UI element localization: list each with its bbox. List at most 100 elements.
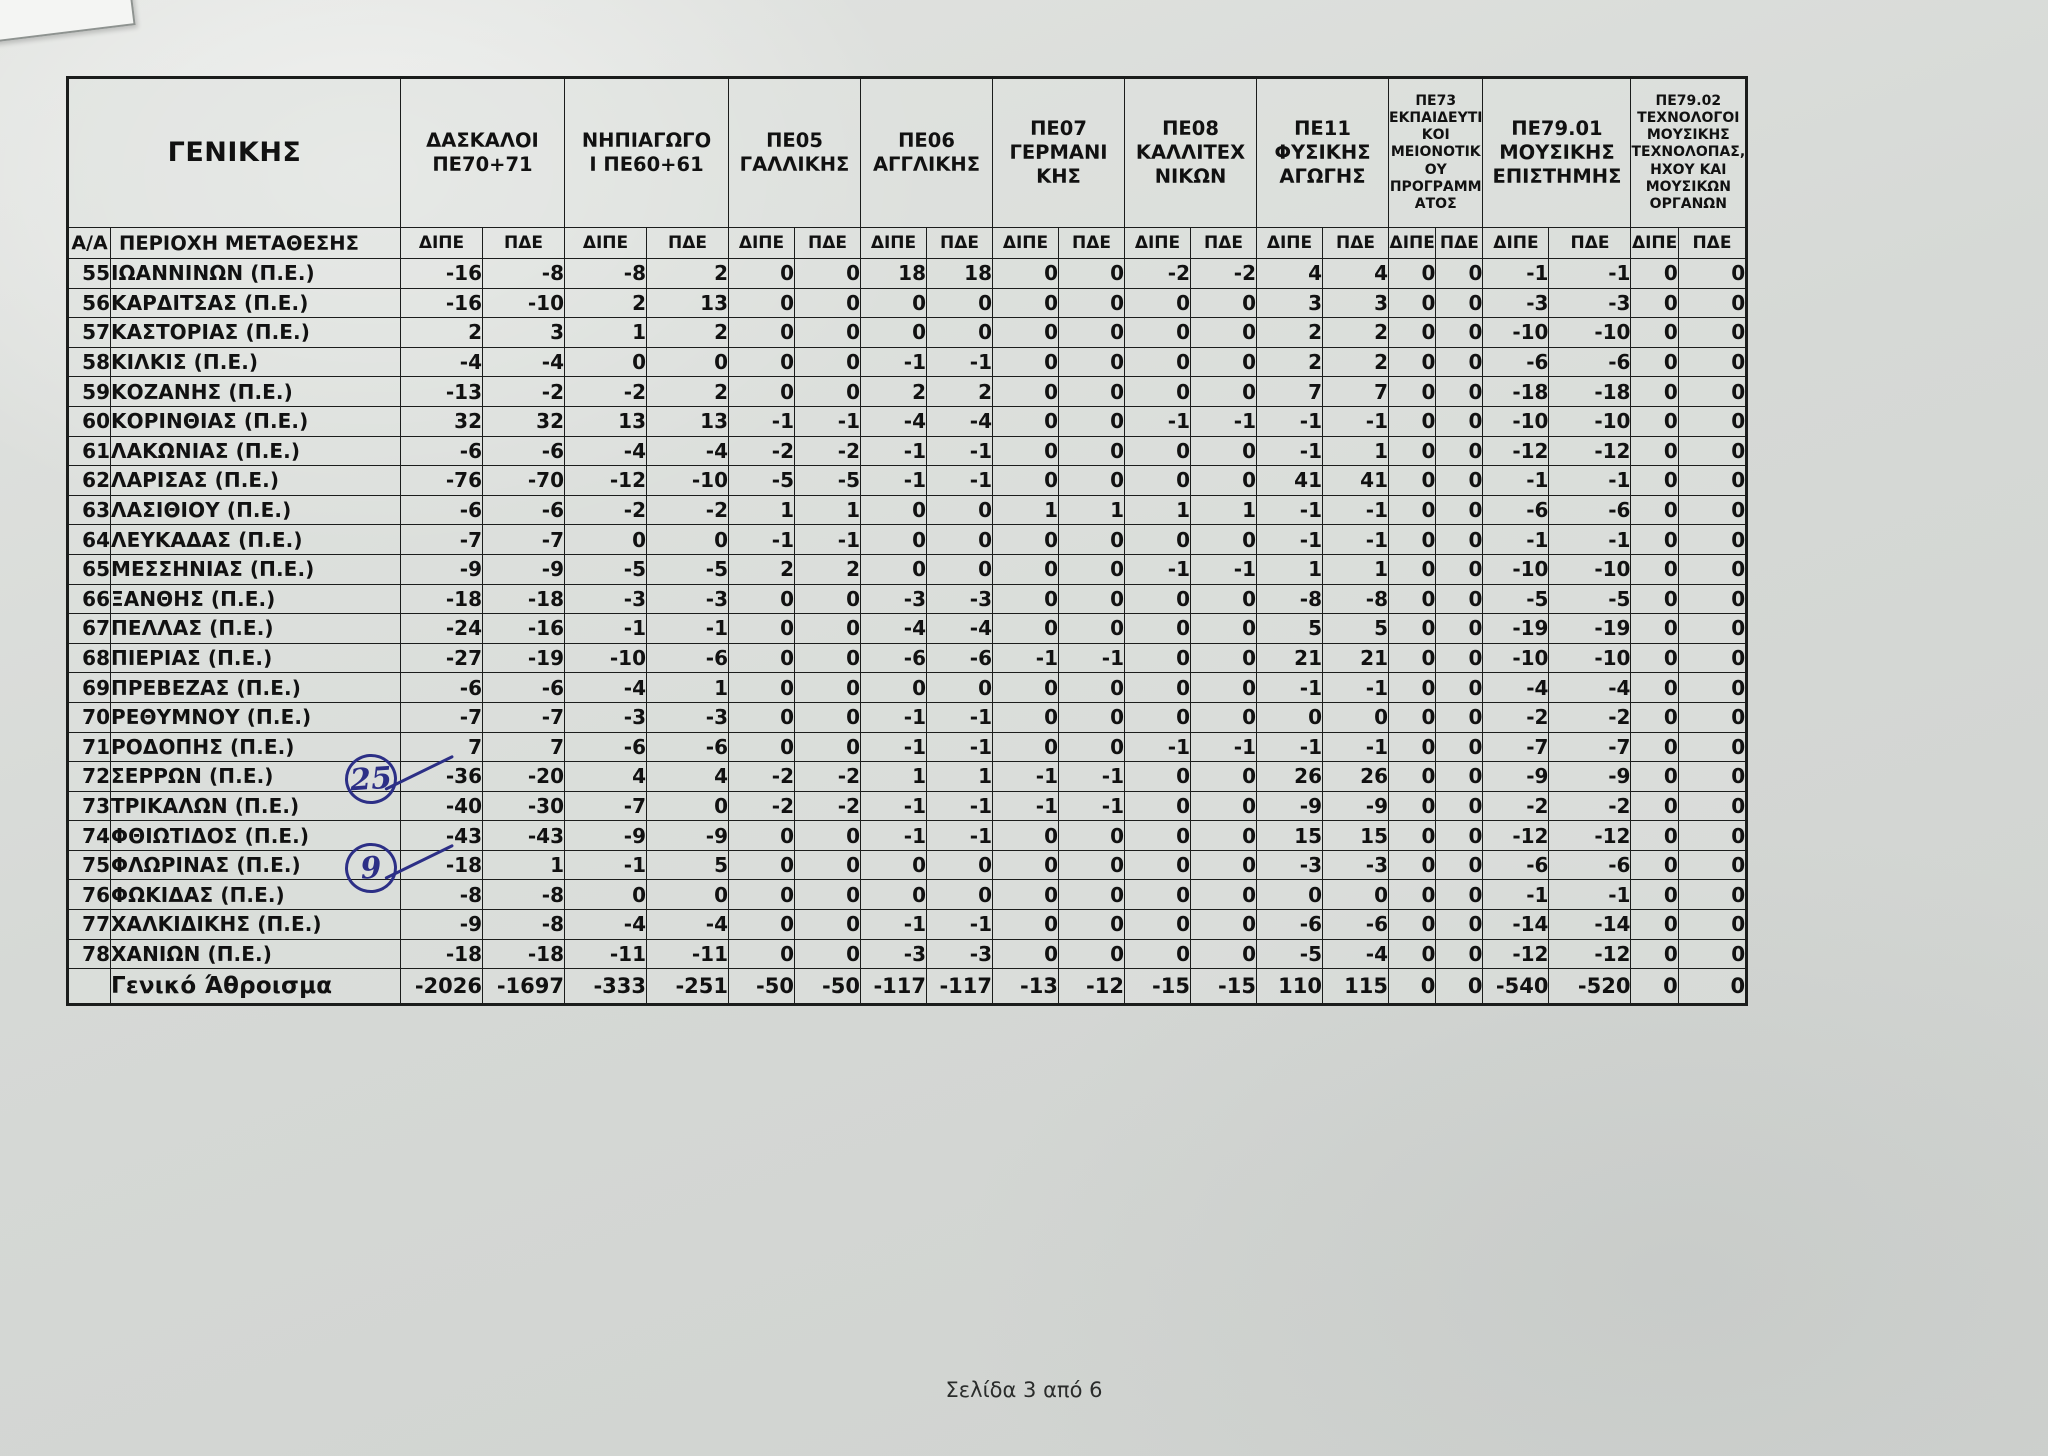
cell-r7-c17: -1: [1548, 465, 1632, 496]
subheader-dipe-2: ΔΙΠΕ: [728, 227, 795, 259]
cell-r22-c16: -14: [1482, 909, 1550, 940]
total-cell-c3: -251: [646, 968, 729, 1005]
cell-r13-c7: -6: [926, 642, 993, 674]
cell-r21-c13: 0: [1322, 879, 1389, 911]
cell-r8-c5: 1: [794, 494, 861, 526]
header-group-pe73: ΠΕ73 ΕΚΠΑΙΔΕΥΤΙ ΚΟΙ ΜΕΙΟΝΟΤΙΚ ΟΥ ΠΡΟΓΡΑΜ…: [1387, 78, 1484, 228]
cell-r16-c1: 7: [482, 731, 565, 763]
cell-r1-c18: 0: [1630, 287, 1679, 319]
table-row: 70 ΡΕΘΥΜΝΟΥ (Π.Ε.) -7 -7 -3 -3 0 0 -1 -1 0 0 0 0 0 0 0 0-…: [68, 701, 1747, 733]
row-index: 75: [68, 849, 111, 881]
cell-r19-c15: 0: [1435, 820, 1484, 851]
cell-r4-c6: 2: [860, 376, 927, 407]
cell-r0-c17: -1: [1548, 258, 1632, 289]
cell-r9-c4: -1: [728, 524, 795, 555]
subheader-pde-7: ΠΔΕ: [1435, 227, 1484, 259]
cell-r4-c16: -18: [1482, 376, 1550, 407]
cell-r16-c3: -6: [646, 731, 729, 763]
cell-r16-c13: -1: [1322, 731, 1389, 763]
cell-r2-c5: 0: [794, 317, 861, 348]
cell-r4-c13: 7: [1322, 376, 1389, 407]
cell-r19-c6: -1: [860, 820, 927, 851]
cell-r10-c12: 1: [1256, 553, 1323, 585]
cell-r17-c3: 4: [646, 761, 729, 792]
cell-r6-c6: -1: [860, 435, 927, 467]
cell-r13-c13: 21: [1322, 642, 1389, 674]
cell-r18-c19: 0: [1677, 790, 1747, 822]
cell-r6-c15: 0: [1435, 435, 1484, 467]
cell-r9-c9: 0: [1058, 524, 1125, 555]
row-index: 74: [68, 820, 111, 851]
cell-r13-c5: 0: [794, 642, 861, 674]
cell-r3-c9: 0: [1058, 346, 1125, 378]
cell-r10-c11: -1: [1190, 553, 1257, 585]
cell-r14-c16: -4: [1482, 672, 1550, 703]
cell-r14-c3: 1: [646, 672, 729, 703]
row-index: 70: [68, 701, 111, 733]
cell-r4-c18: 0: [1630, 376, 1679, 407]
cell-r12-c12: 5: [1256, 613, 1323, 644]
table-header-groups: ΓΕΝΙΚΗΣ ΔΑΣΚΑΛΟΙ ΠΕ70+71 ΝΗΠΙΑΓΩΓΟ Ι ΠΕ6…: [68, 78, 1747, 228]
row-region-name: ΚΑΣΤΟΡΙΑΣ (Π.Ε.): [110, 317, 401, 348]
cell-r14-c8: 0: [992, 672, 1059, 703]
cell-r1-c6: 0: [860, 287, 927, 319]
cell-r22-c9: 0: [1058, 909, 1125, 940]
header-group-pe60-line2: Ι ΠΕ60+61: [589, 153, 704, 176]
cell-r15-c13: 0: [1322, 701, 1389, 733]
header-group-pe7901: ΠΕ79.01 ΜΟΥΣΙΚΗΣ ΕΠΙΣΤΗΜΗΣ: [1482, 78, 1632, 228]
subheader-dipe-1: ΔΙΠΕ: [564, 227, 647, 259]
cell-r9-c18: 0: [1630, 524, 1679, 555]
total-cell-c6: -117: [860, 968, 927, 1005]
cell-r12-c10: 0: [1124, 613, 1191, 644]
cell-r14-c2: -4: [564, 672, 647, 703]
cell-r2-c10: 0: [1124, 317, 1191, 348]
cell-r18-c2: -7: [564, 790, 647, 822]
cell-r20-c18: 0: [1630, 849, 1679, 881]
cell-r13-c11: 0: [1190, 642, 1257, 674]
cell-r3-c14: 0: [1387, 346, 1437, 378]
cell-r10-c6: 0: [860, 553, 927, 585]
cell-r22-c0: -9: [400, 909, 483, 940]
cell-r2-c8: 0: [992, 317, 1059, 348]
cell-r20-c16: -6: [1482, 849, 1550, 881]
row-region-name: ΛΑΡΙΣΑΣ (Π.Ε.): [110, 465, 401, 496]
cell-r10-c0: -9: [400, 553, 483, 585]
cell-r22-c1: -8: [482, 909, 565, 940]
cell-r12-c3: -1: [646, 613, 729, 644]
cell-r2-c6: 0: [860, 317, 927, 348]
header-group-pe11: ΠΕ11 ΦΥΣΙΚΗΣ ΑΓΩΓΗΣ: [1256, 78, 1389, 228]
cell-r17-c15: 0: [1435, 761, 1484, 792]
cell-r14-c13: -1: [1322, 672, 1389, 703]
cell-r4-c15: 0: [1435, 376, 1484, 407]
cell-r0-c14: 0: [1387, 258, 1437, 289]
cell-r23-c9: 0: [1058, 938, 1125, 970]
row-region-name: ΠΕΛΛΑΣ (Π.Ε.): [110, 613, 401, 644]
cell-r17-c18: 0: [1630, 761, 1679, 792]
cell-r11-c9: 0: [1058, 583, 1125, 615]
cell-r23-c5: 0: [794, 938, 861, 970]
cell-r22-c4: 0: [728, 909, 795, 940]
cell-r18-c18: 0: [1630, 790, 1679, 822]
cell-r12-c14: 0: [1387, 613, 1437, 644]
cell-r15-c7: -1: [926, 701, 993, 733]
cell-r21-c7: 0: [926, 879, 993, 911]
cell-r11-c3: -3: [646, 583, 729, 615]
cell-r20-c15: 0: [1435, 849, 1484, 881]
cell-r7-c2: -12: [564, 465, 647, 496]
cell-r16-c15: 0: [1435, 731, 1484, 763]
cell-r0-c5: 0: [794, 258, 861, 289]
cell-r19-c2: -9: [564, 820, 647, 851]
cell-r7-c6: -1: [860, 465, 927, 496]
cell-r14-c7: 0: [926, 672, 993, 703]
cell-r11-c18: 0: [1630, 583, 1679, 615]
cell-r15-c16: -2: [1482, 701, 1550, 733]
cell-r12-c13: 5: [1322, 613, 1389, 644]
cell-r3-c3: 0: [646, 346, 729, 378]
cell-r12-c7: -4: [926, 613, 993, 644]
cell-r15-c3: -3: [646, 701, 729, 733]
cell-r11-c1: -18: [482, 583, 565, 615]
header-group-pe07: ΠΕ07 ΓΕΡΜΑΝΙ ΚΗΣ: [992, 78, 1125, 228]
cell-r16-c7: -1: [926, 731, 993, 763]
row-region-name: ΠΡΕΒΕΖΑΣ (Π.Ε.): [110, 672, 401, 703]
